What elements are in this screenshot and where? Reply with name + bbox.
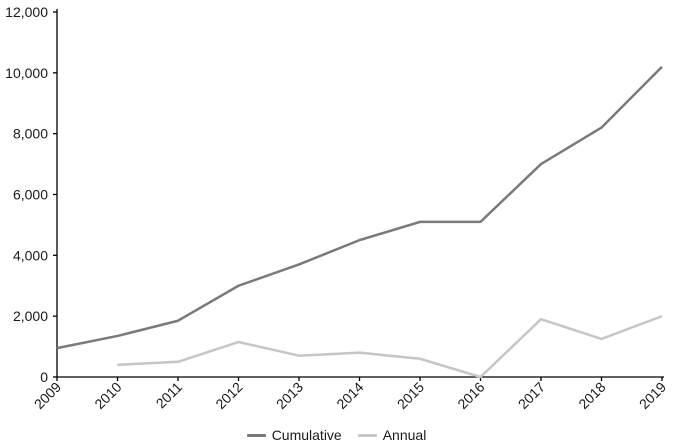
legend-label-cumulative: Cumulative — [271, 427, 342, 443]
x-axis-label: 2014 — [333, 379, 366, 412]
legend-label-annual: Annual — [382, 427, 427, 443]
x-axis-label: 2018 — [575, 379, 608, 412]
x-axis-label: 2013 — [273, 379, 306, 412]
x-axis-label: 2015 — [394, 379, 427, 412]
x-axis-label: 2016 — [454, 379, 487, 412]
x-axis-label: 2009 — [31, 379, 64, 412]
legend-item-annual: Annual — [357, 427, 427, 443]
x-axis-label: 2012 — [212, 379, 245, 412]
cumulative-line-swatch — [246, 433, 266, 437]
x-axis-label: 2011 — [153, 379, 186, 412]
annual-line — [117, 314, 663, 379]
y-axis-label: 10,000 — [5, 65, 48, 81]
annual-line-swatch — [357, 433, 377, 437]
y-axis-label: 6,000 — [13, 187, 48, 203]
y-axis-label: 8,000 — [13, 126, 48, 142]
chart-legend: Cumulative Annual — [0, 427, 673, 443]
y-axis-label: 12,000 — [5, 4, 48, 20]
x-axis-label: 2017 — [515, 379, 548, 412]
y-axis-label: 4,000 — [13, 247, 48, 263]
x-axis-label: 2010 — [91, 379, 124, 412]
cumulative-line — [56, 65, 663, 350]
y-axis-label: 2,000 — [13, 308, 48, 324]
legend-item-cumulative: Cumulative — [246, 427, 342, 443]
x-axis-label: 2019 — [636, 379, 669, 412]
y-axis-label: 0 — [40, 369, 48, 385]
